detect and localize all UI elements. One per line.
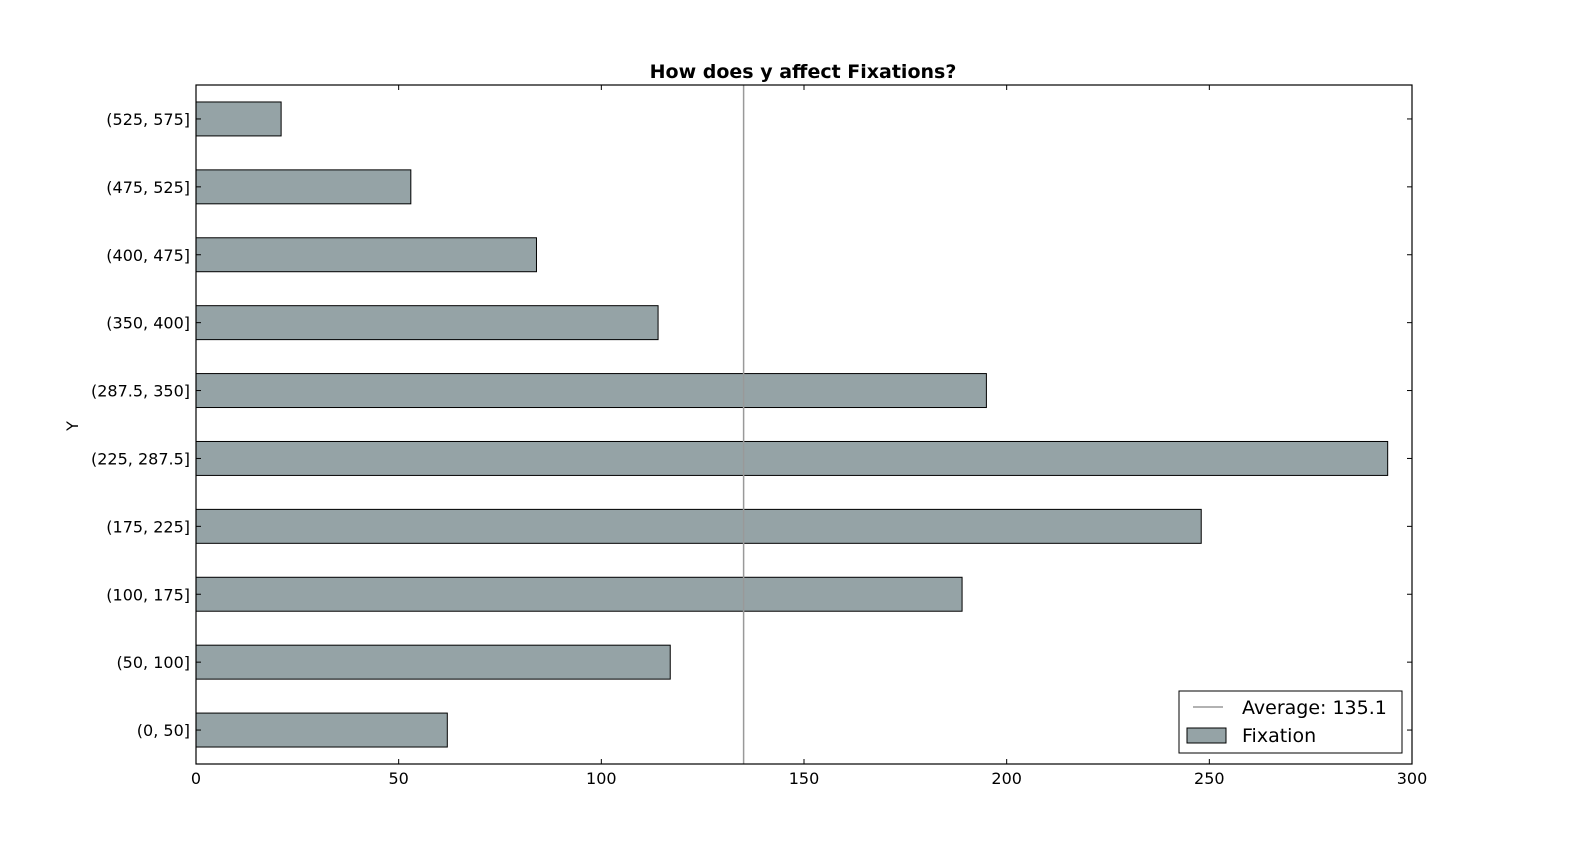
bar-3: [195, 508, 1202, 544]
x-tick-label-5: 250: [1194, 769, 1225, 788]
bar-7: [195, 237, 537, 273]
legend-fixation-label: Fixation: [1242, 725, 1316, 747]
bar-4: [195, 440, 1389, 476]
bar-6: [195, 305, 659, 341]
legend-average-label: Average: 135.1: [1242, 697, 1387, 719]
bar-1: [195, 644, 671, 680]
y-tick-label-8: (475, 525]: [106, 178, 190, 197]
x-tick-label-1: 50: [388, 769, 408, 788]
y-tick-label-1: (50, 100]: [116, 653, 190, 672]
x-tick-label-6: 300: [1397, 769, 1428, 788]
bar-9: [195, 101, 282, 137]
y-tick-label-0: (0, 50]: [137, 721, 190, 740]
y-tick-label-9: (525, 575]: [106, 110, 190, 129]
bar-5: [195, 373, 987, 409]
bar-8: [195, 169, 412, 205]
bar-0: [195, 712, 448, 748]
y-tick-label-7: (400, 475]: [106, 246, 190, 265]
bars-layer: [195, 101, 1389, 748]
y-tick-label-3: (175, 225]: [106, 517, 190, 536]
x-tick-label-0: 0: [191, 769, 201, 788]
y-axis-label: Y: [63, 421, 82, 432]
ticks-layer: 0 50 100 150 200 250 300 (0, 50] (50, 100] (100, …: [91, 85, 1427, 788]
y-tick-label-2: (100, 175]: [106, 585, 190, 604]
y-tick-label-6: (350, 400]: [106, 314, 190, 333]
x-tick-label-2: 100: [586, 769, 617, 788]
y-tick-label-5: (287.5, 350]: [91, 382, 190, 401]
x-tick-label-4: 200: [991, 769, 1022, 788]
legend-fixation-swatch: [1186, 727, 1227, 744]
y-tick-label-4: (225, 287.5]: [91, 449, 190, 468]
x-tick-label-3: 150: [789, 769, 820, 788]
chart-title: How does y affect Fixations?: [650, 61, 957, 83]
bar-2: [195, 576, 963, 612]
legend: Average: 135.1 Fixation: [1178, 690, 1403, 754]
